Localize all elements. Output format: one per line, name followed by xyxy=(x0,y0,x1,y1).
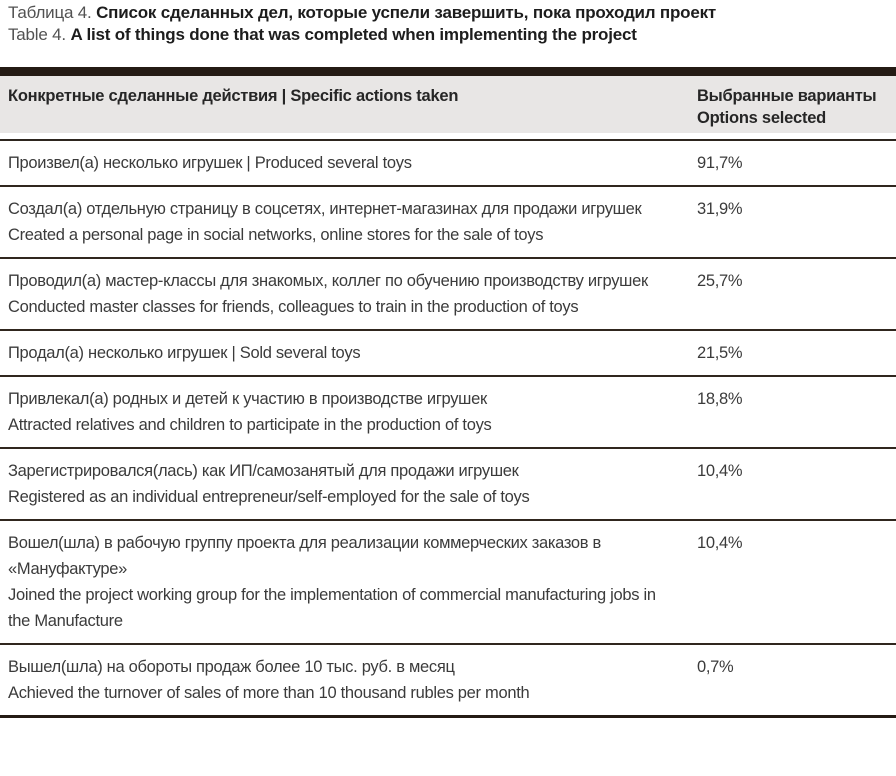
row-actions-cell: Вышел(шла) на обороты продаж более 10 ты… xyxy=(0,654,697,706)
row-actions-cell: Проводил(а) мастер-классы для знакомых, … xyxy=(0,268,697,320)
caption-ru-prefix: Таблица 4. xyxy=(8,3,92,22)
row-text-en: Attracted relatives and children to part… xyxy=(8,416,492,434)
row-actions-cell: Вошел(шла) в рабочую группу проекта для … xyxy=(0,530,697,634)
header-options-line1: Выбранные варианты xyxy=(697,87,877,105)
table-row: Вошел(шла) в рабочую группу проекта для … xyxy=(0,521,896,645)
row-value: 10,4% xyxy=(697,462,743,480)
header-separator-rule xyxy=(0,139,896,141)
row-text-en: Conducted master classes for friends, co… xyxy=(8,298,579,316)
row-text-ru: Привлекал(а) родных и детей к участию в … xyxy=(8,390,487,408)
row-text: Произвел(а) несколько игрушек | Produced… xyxy=(8,154,412,172)
row-text-en: Joined the project working group for the… xyxy=(8,586,656,630)
row-actions-cell: Привлекал(а) родных и детей к участию в … xyxy=(0,386,697,438)
row-text: Продал(а) несколько игрушек | Sold sever… xyxy=(8,344,361,362)
row-value: 31,9% xyxy=(697,200,743,218)
caption-line-ru: Таблица 4. Список сделанных дел, которые… xyxy=(8,2,888,24)
row-text-ru: Создал(а) отдельную страницу в соцсетях,… xyxy=(8,200,642,218)
table-row: Вышел(шла) на обороты продаж более 10 ты… xyxy=(0,645,896,718)
row-value: 21,5% xyxy=(697,344,743,362)
header-options-column: Выбранные варианты Options selected xyxy=(697,85,896,133)
row-text-en: Achieved the turnover of sales of more t… xyxy=(8,684,530,702)
header-options-line2: Options selected xyxy=(697,109,826,127)
row-text-ru: Вошел(шла) в рабочую группу проекта для … xyxy=(8,534,602,578)
row-actions-cell: Создал(а) отдельную страницу в соцсетях,… xyxy=(0,196,697,248)
row-actions-cell: Продал(а) несколько игрушек | Sold sever… xyxy=(0,340,697,366)
row-value: 25,7% xyxy=(697,272,743,290)
caption-line-en: Table 4. A list of things done that was … xyxy=(8,24,888,46)
row-value: 10,4% xyxy=(697,534,743,552)
table-row: Привлекал(а) родных и детей к участию в … xyxy=(0,377,896,449)
header-actions-column: Конкретные сделанные действия | Specific… xyxy=(8,87,459,105)
caption-en-title: A list of things done that was completed… xyxy=(70,25,637,44)
table-caption: Таблица 4. Список сделанных дел, которые… xyxy=(0,0,896,46)
caption-en-prefix: Table 4. xyxy=(8,25,66,44)
row-text-ru: Зарегистрировался(лась) как ИП/самозанят… xyxy=(8,462,519,480)
table-row: Создал(а) отдельную страницу в соцсетях,… xyxy=(0,187,896,259)
row-text-en: Registered as an individual entrepreneur… xyxy=(8,488,530,506)
row-value: 91,7% xyxy=(697,154,743,172)
caption-ru-title: Список сделанных дел, которые успели зав… xyxy=(96,3,717,22)
table-row: Зарегистрировался(лась) как ИП/самозанят… xyxy=(0,449,896,521)
row-value: 0,7% xyxy=(697,658,734,676)
row-actions-cell: Произвел(а) несколько игрушек | Produced… xyxy=(0,150,697,176)
row-value: 18,8% xyxy=(697,390,743,408)
table-row: Продал(а) несколько игрушек | Sold sever… xyxy=(0,331,896,377)
table-row: Проводил(а) мастер-классы для знакомых, … xyxy=(0,259,896,331)
table-row: Произвел(а) несколько игрушек | Produced… xyxy=(0,141,896,187)
row-text-ru: Вышел(шла) на обороты продаж более 10 ты… xyxy=(8,658,455,676)
table-top-rule xyxy=(0,67,896,76)
row-text-en: Created a personal page in social networ… xyxy=(8,226,544,244)
row-actions-cell: Зарегистрировался(лась) как ИП/самозанят… xyxy=(0,458,697,510)
table-header-row: Конкретные сделанные действия | Specific… xyxy=(0,76,896,133)
row-text-ru: Проводил(а) мастер-классы для знакомых, … xyxy=(8,272,648,290)
